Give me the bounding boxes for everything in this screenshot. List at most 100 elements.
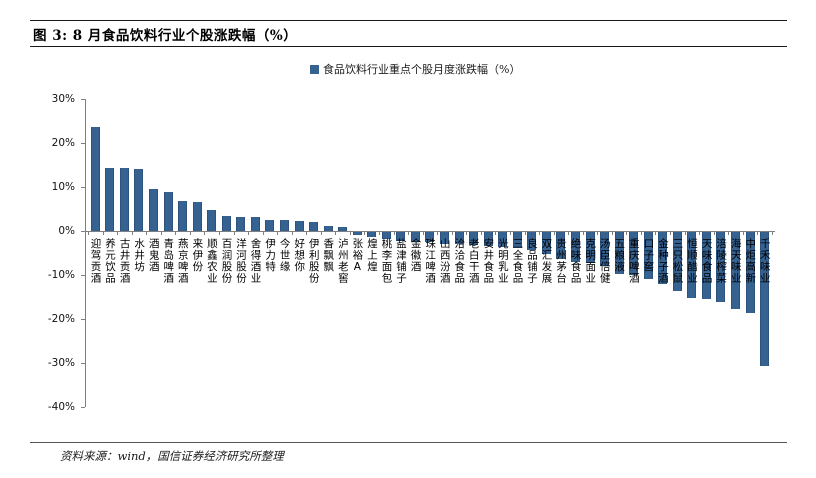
bar — [629, 232, 639, 276]
bar-label: 青岛啤酒 — [162, 238, 175, 284]
top-rule — [30, 20, 787, 21]
y-axis-tick-label: -20% — [47, 313, 75, 325]
bar — [294, 220, 304, 231]
x-axis-tick-mark — [509, 232, 511, 235]
chart-legend: 食品饮料行业重点个股月度涨跌幅（%） — [310, 61, 520, 77]
y-axis-tick-mark — [81, 143, 85, 144]
legend-swatch-icon — [310, 64, 319, 74]
bar — [454, 232, 464, 245]
bar — [149, 189, 158, 231]
bar — [643, 232, 653, 279]
bar-label: 今世缘 — [278, 238, 291, 273]
bar — [381, 232, 391, 239]
x-axis-tick-mark — [742, 232, 744, 235]
bar-label: 舍得酒业 — [249, 238, 262, 284]
bar — [396, 232, 406, 241]
x-axis-tick-mark — [568, 232, 570, 235]
bar-label: 汤臣倍健 — [598, 238, 611, 284]
x-axis-tick-mark — [349, 232, 351, 235]
x-axis-tick-mark — [88, 232, 90, 235]
bar — [440, 232, 449, 244]
bar — [250, 217, 260, 231]
bar-label: 良品铺子 — [525, 238, 538, 284]
x-axis-tick-mark — [379, 232, 381, 235]
bar — [527, 232, 537, 251]
bar — [323, 226, 333, 231]
bar-label: 天味食品 — [700, 238, 713, 284]
bar — [672, 232, 682, 291]
bar-label: 香飘飘 — [322, 238, 335, 273]
bar-label: 桃李面包 — [380, 238, 393, 284]
x-axis-tick-mark — [102, 232, 104, 235]
bar-label: 燕京啤酒 — [176, 238, 189, 284]
bar — [687, 232, 697, 298]
x-axis-tick-mark — [117, 232, 119, 235]
bar-label: 口子窖 — [642, 238, 655, 273]
bar — [469, 232, 479, 246]
bar-label: 洋河股份 — [234, 238, 247, 284]
y-axis-tick-label: 30% — [51, 93, 75, 105]
x-axis-tick-mark — [437, 232, 439, 235]
bar — [367, 232, 377, 237]
bar-label: 养元饮品 — [104, 238, 117, 284]
x-axis-tick-mark — [131, 232, 133, 235]
bar-label: 百润股份 — [220, 238, 233, 284]
y-axis-tick-label: 0% — [58, 225, 75, 237]
x-axis-tick-mark — [655, 232, 657, 235]
bar — [192, 201, 202, 231]
bar — [425, 232, 435, 243]
bar-label: 盐津铺子 — [395, 238, 408, 284]
x-axis-tick-mark — [670, 232, 672, 235]
bar-label: 千禾味业 — [758, 238, 771, 284]
bar — [163, 191, 173, 231]
bar-label: 洽洽食品 — [453, 238, 466, 284]
bar-label: 贵州茅台 — [555, 238, 568, 284]
x-axis-tick-mark — [262, 232, 264, 235]
bar — [541, 232, 551, 254]
y-axis-tick-mark — [81, 231, 85, 232]
bar-label: 迎驾贡酒 — [89, 238, 102, 284]
bar-label: 光明乳业 — [496, 238, 509, 284]
y-axis-tick-label: 20% — [51, 137, 75, 149]
source-note: 资料来源：wind，国信证券经济研究所整理 — [60, 449, 284, 463]
bar-label: 伊力特 — [264, 238, 277, 273]
bar-label: 老白干酒 — [467, 238, 480, 284]
bar-label: 伊利股份 — [307, 238, 320, 284]
bar — [483, 232, 493, 246]
bar-label: 三全食品 — [511, 238, 524, 284]
y-axis-tick-mark — [81, 319, 85, 320]
bar-label: 酒鬼酒 — [147, 238, 160, 273]
x-axis-tick-mark — [553, 232, 555, 235]
bar-label: 珠江啤酒 — [424, 238, 437, 284]
x-axis-tick-mark — [771, 232, 773, 235]
bar — [556, 232, 566, 260]
x-axis-tick-mark — [451, 232, 453, 235]
y-axis-tick-label: -40% — [47, 401, 75, 413]
bar — [745, 232, 755, 314]
bar-label: 双汇发展 — [540, 238, 553, 284]
x-axis-tick-mark — [233, 232, 235, 235]
y-axis-tick-label: -10% — [47, 269, 75, 281]
bar — [658, 232, 668, 285]
x-axis-tick-mark — [728, 232, 730, 235]
bar — [279, 220, 289, 231]
bar-label: 金徽酒 — [409, 238, 422, 273]
x-axis-tick-mark — [189, 232, 191, 235]
x-axis-tick-mark — [364, 232, 366, 235]
x-axis-tick-mark — [597, 232, 599, 235]
x-axis-tick-mark — [699, 232, 701, 235]
bar — [265, 220, 275, 231]
x-axis-tick-mark — [684, 232, 686, 235]
x-axis-tick-mark — [320, 232, 322, 235]
bar-label: 古井贡酒 — [118, 238, 131, 284]
title-rule — [30, 46, 787, 47]
bar — [119, 168, 129, 231]
bar-label: 五粮液 — [613, 238, 626, 273]
legend-label: 食品饮料行业重点个股月度涨跌幅（%） — [323, 63, 521, 76]
bar-label: 三只松鼠 — [671, 238, 684, 284]
bar-label: 山西汾酒 — [438, 238, 451, 284]
x-axis-tick-mark — [204, 232, 206, 235]
y-axis-tick-mark — [81, 275, 85, 276]
x-axis-tick-mark — [335, 232, 337, 235]
